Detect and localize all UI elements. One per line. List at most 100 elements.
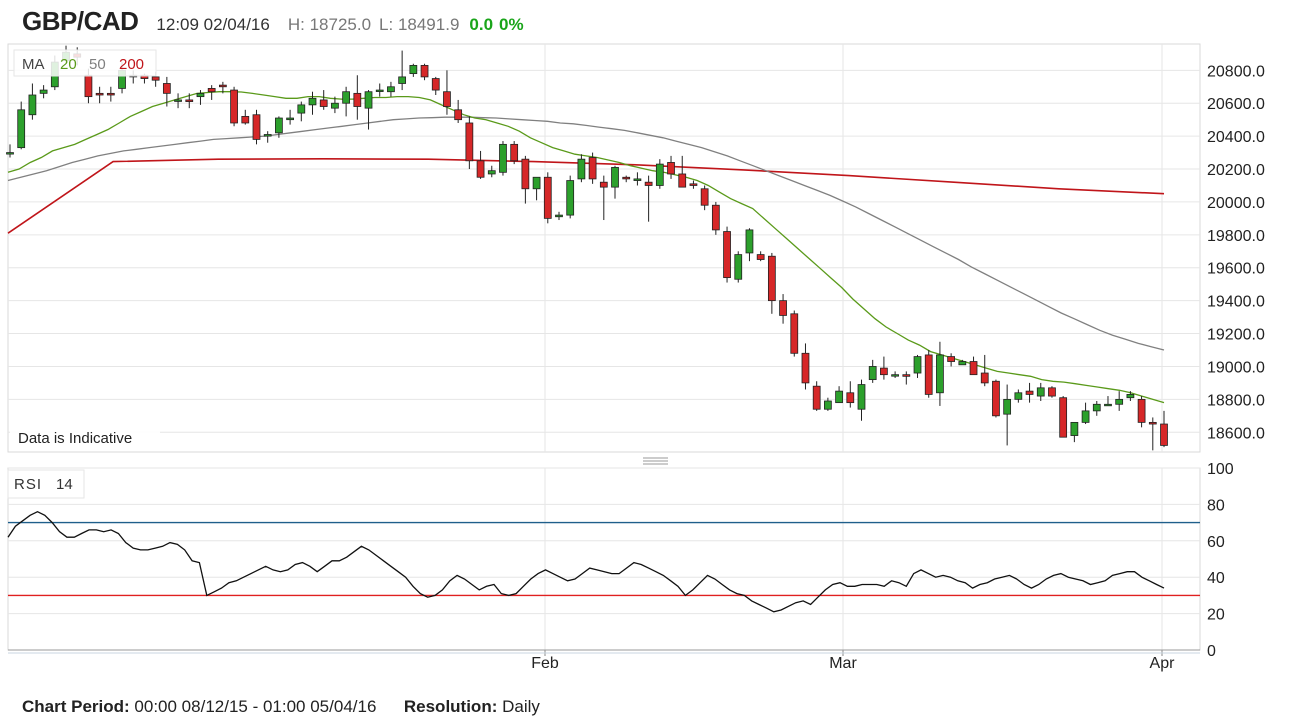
candle [39,85,48,99]
chart-header: GBP/CAD 12:09 02/04/16 H: 18725.0 L: 1849… [22,6,530,40]
price-tick-label: 19000.0 [1207,359,1265,376]
candle-down [667,162,675,175]
candle [555,211,563,221]
candle-down [924,354,933,395]
candle [1126,391,1135,401]
candle-down [689,183,698,186]
candle [980,354,989,387]
candle [857,379,866,421]
candle [286,109,294,125]
candle-up [499,143,507,173]
candle-up [196,92,205,98]
candle-up [532,176,541,190]
low-value: L: 18491.9 [379,15,460,34]
candle-down [162,83,171,94]
candle [219,81,227,94]
candle-up [891,374,899,377]
candle [319,90,328,110]
candle [420,63,429,81]
change-percent: 0% [499,15,524,34]
ma200-line [7,157,1165,234]
resolution-label: Resolution: [403,697,498,716]
ma200-layer [7,157,1165,234]
rsi-tick-label: 80 [1207,497,1225,514]
rsi-tick-label: 20 [1207,607,1225,624]
candle [487,165,496,178]
price-tick-label: 18600.0 [1207,425,1265,442]
candle-down [880,367,888,376]
candle [1160,410,1168,448]
candle-up [936,354,944,394]
ma200-legend[interactable]: 200 [119,56,144,73]
candle-down [1048,387,1056,397]
candle [779,294,787,324]
candle [655,159,664,189]
candle-down [185,99,194,102]
candle [297,101,306,122]
candle [577,154,586,183]
candle-up [1081,410,1090,423]
candle [969,356,978,376]
candle-down [779,300,787,316]
ma20-legend[interactable]: 20 [60,56,77,73]
candle [1025,382,1034,403]
candle [790,310,799,357]
candle [947,353,955,367]
main-pane-frame [7,43,1201,453]
candle [342,86,350,117]
chart-grid [7,43,1201,651]
rsi-legend-period: 14 [56,476,73,493]
ma50-layer [7,116,1165,351]
candle [599,175,608,221]
candle-up [1104,403,1112,407]
price-tick-label: 20800.0 [1207,63,1265,80]
price-tick-label: 20000.0 [1207,195,1265,212]
candle-down [711,204,720,231]
candle-up [28,94,37,116]
chart-period-value: 00:00 08/12/15 - 01:00 05/04/16 [134,697,377,716]
price-tick-label: 20200.0 [1207,162,1265,179]
price-tick-label: 19200.0 [1207,327,1265,344]
candle-down [992,380,1000,417]
candle-up [1092,403,1101,412]
pane-resize-handle[interactable] [643,457,668,465]
candle [711,201,720,235]
candle-down [476,160,485,178]
candle [1048,386,1056,398]
candle [734,251,743,283]
candle-down [980,372,989,384]
candle [812,381,821,411]
candle-down [319,99,328,107]
candle-down [443,91,451,107]
candle [6,144,14,158]
candle [95,86,104,104]
candle [1092,401,1101,416]
candle-down [353,92,362,107]
candle-down [1059,397,1068,438]
candle-down [1137,398,1146,423]
price-tick-label: 20600.0 [1207,96,1265,113]
indicative-note-bg [10,425,160,449]
candle-down [510,143,519,162]
candle-up [824,400,832,410]
price-tick-label: 20400.0 [1207,129,1265,146]
candle [364,90,373,130]
candle-down [812,385,821,410]
candle-down [207,88,216,93]
candle [17,101,26,150]
rsi-line [7,510,1165,613]
ma50-legend[interactable]: 50 [89,56,106,73]
candle-up [331,102,339,109]
candle-down [252,114,261,140]
candle-down [588,157,597,180]
change-values: 0.0 0% [469,15,529,35]
candle [454,99,463,123]
candle-down [521,158,530,190]
candle-down [846,392,855,404]
candle [824,397,832,411]
candle [532,176,541,201]
ma-legend: MA 20 50 200 [13,49,157,77]
candle-down [1160,423,1168,446]
candle [331,96,339,114]
